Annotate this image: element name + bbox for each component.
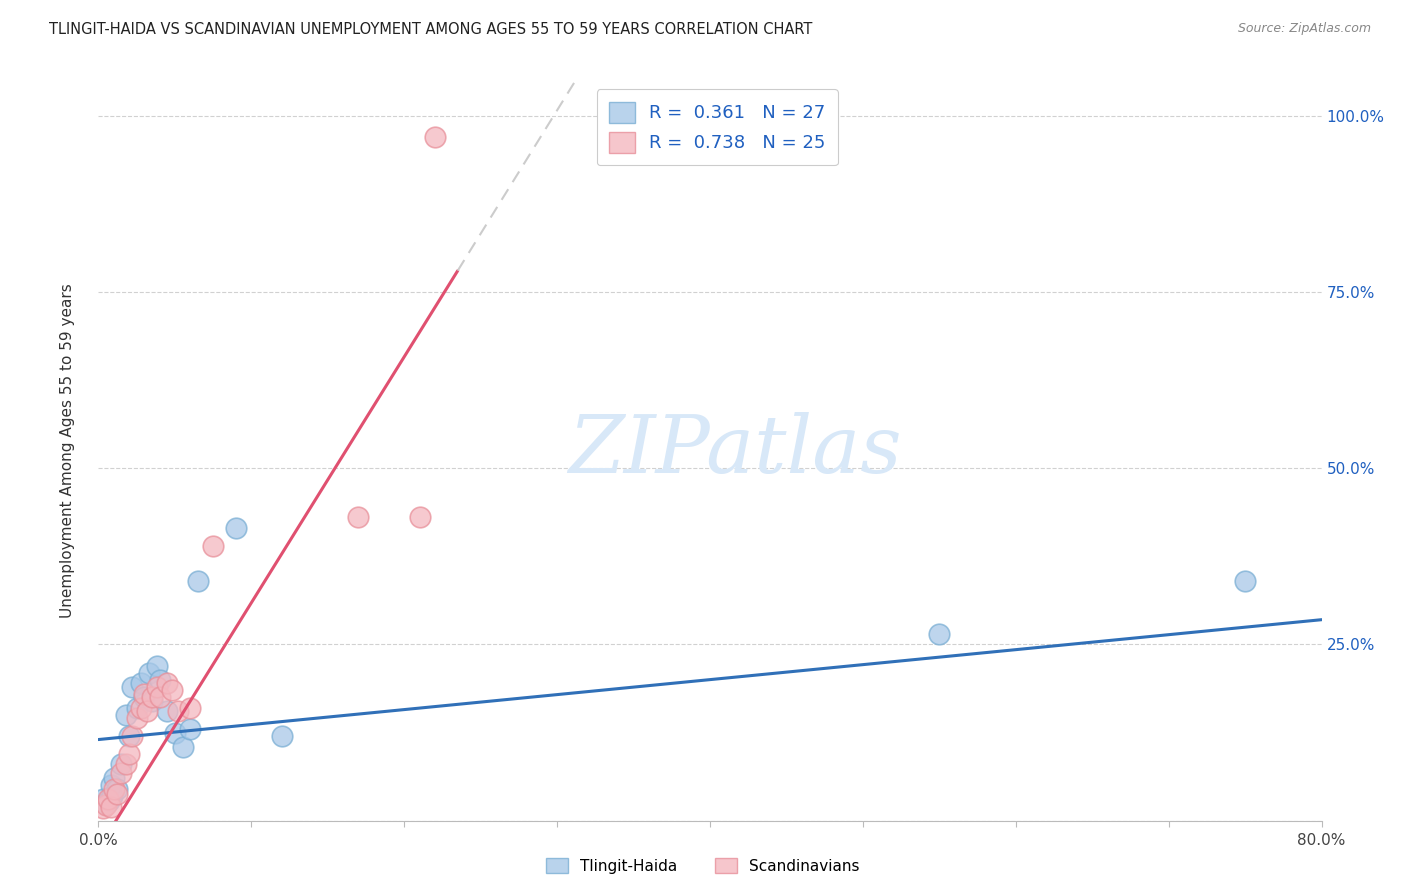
Point bbox=[141, 694, 163, 708]
Point bbox=[149, 673, 172, 687]
Point bbox=[121, 680, 143, 694]
Point bbox=[98, 794, 121, 808]
Point bbox=[145, 680, 167, 694]
Point bbox=[928, 627, 950, 641]
Text: ZIPatlas: ZIPatlas bbox=[568, 412, 901, 489]
Point bbox=[97, 792, 120, 806]
Point bbox=[423, 129, 446, 144]
Point bbox=[118, 729, 141, 743]
Point bbox=[100, 799, 122, 814]
Point bbox=[115, 757, 138, 772]
Point bbox=[138, 665, 160, 680]
Text: Source: ZipAtlas.com: Source: ZipAtlas.com bbox=[1237, 22, 1371, 36]
Y-axis label: Unemployment Among Ages 55 to 59 years: Unemployment Among Ages 55 to 59 years bbox=[60, 283, 75, 618]
Point bbox=[129, 701, 152, 715]
Point bbox=[94, 796, 117, 810]
Point bbox=[145, 658, 167, 673]
Point bbox=[121, 729, 143, 743]
Point bbox=[118, 747, 141, 761]
Point bbox=[110, 765, 132, 780]
Point bbox=[134, 690, 156, 705]
Point bbox=[179, 701, 201, 715]
Point bbox=[149, 690, 172, 705]
Point bbox=[347, 510, 370, 524]
Point bbox=[408, 510, 430, 524]
Point bbox=[270, 729, 292, 743]
Point bbox=[156, 676, 179, 690]
Point bbox=[101, 789, 124, 803]
Point bbox=[141, 690, 163, 705]
Point bbox=[163, 725, 186, 739]
Point bbox=[129, 676, 152, 690]
Point bbox=[91, 792, 114, 806]
Point bbox=[167, 704, 190, 718]
Point bbox=[103, 781, 125, 796]
Point bbox=[187, 574, 209, 588]
Point bbox=[91, 801, 114, 815]
Point bbox=[110, 757, 132, 772]
Point bbox=[179, 722, 201, 736]
Legend: Tlingit-Haida, Scandinavians: Tlingit-Haida, Scandinavians bbox=[540, 852, 866, 880]
Point bbox=[103, 772, 125, 786]
Point bbox=[115, 707, 138, 722]
Point bbox=[202, 539, 225, 553]
Point bbox=[105, 787, 128, 801]
Point bbox=[125, 711, 148, 725]
Point bbox=[125, 701, 148, 715]
Point bbox=[105, 781, 128, 796]
Point bbox=[136, 704, 159, 718]
Point bbox=[172, 739, 194, 754]
Point bbox=[1234, 574, 1257, 588]
Point bbox=[225, 521, 247, 535]
Point bbox=[160, 683, 183, 698]
Point bbox=[156, 704, 179, 718]
Point bbox=[94, 798, 117, 813]
Legend: R =  0.361   N = 27, R =  0.738   N = 25: R = 0.361 N = 27, R = 0.738 N = 25 bbox=[596, 89, 838, 165]
Point bbox=[134, 687, 156, 701]
Point bbox=[100, 778, 122, 792]
Text: TLINGIT-HAIDA VS SCANDINAVIAN UNEMPLOYMENT AMONG AGES 55 TO 59 YEARS CORRELATION: TLINGIT-HAIDA VS SCANDINAVIAN UNEMPLOYME… bbox=[49, 22, 813, 37]
